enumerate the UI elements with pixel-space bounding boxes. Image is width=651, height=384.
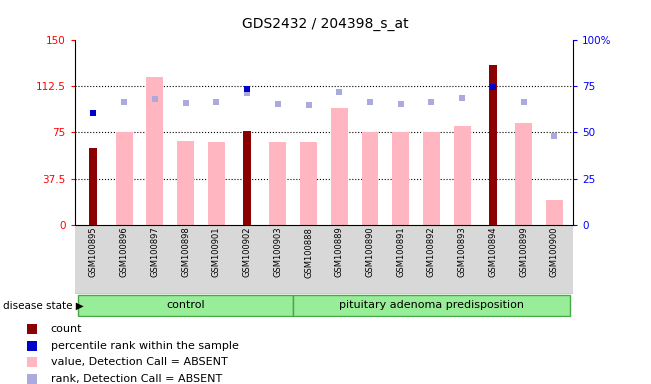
Text: control: control: [166, 300, 205, 310]
Text: GSM100902: GSM100902: [243, 227, 251, 277]
Text: rank, Detection Call = ABSENT: rank, Detection Call = ABSENT: [51, 374, 222, 384]
Bar: [331, 108, 348, 225]
Bar: [177, 141, 194, 225]
Text: GSM100896: GSM100896: [120, 227, 128, 278]
Bar: [78, 295, 293, 316]
Bar: [423, 132, 440, 225]
Bar: [293, 295, 570, 316]
Bar: [515, 122, 532, 225]
Text: GSM100894: GSM100894: [488, 227, 497, 277]
Text: count: count: [51, 324, 82, 334]
Bar: [243, 131, 251, 225]
Text: GSM100898: GSM100898: [181, 227, 190, 278]
Text: GSM100892: GSM100892: [427, 227, 436, 277]
Text: pituitary adenoma predisposition: pituitary adenoma predisposition: [339, 300, 524, 310]
Bar: [208, 142, 225, 225]
Bar: [300, 142, 317, 225]
Bar: [270, 142, 286, 225]
Bar: [146, 77, 163, 225]
Text: GSM100891: GSM100891: [396, 227, 405, 277]
Bar: [361, 132, 378, 225]
Text: GSM100897: GSM100897: [150, 227, 159, 278]
Text: value, Detection Call = ABSENT: value, Detection Call = ABSENT: [51, 358, 227, 367]
Text: GSM100890: GSM100890: [365, 227, 374, 277]
Bar: [116, 132, 133, 225]
Text: GSM100901: GSM100901: [212, 227, 221, 277]
Text: GSM100888: GSM100888: [304, 227, 313, 278]
Bar: [546, 200, 563, 225]
Text: GSM100900: GSM100900: [550, 227, 559, 277]
Text: GSM100899: GSM100899: [519, 227, 528, 277]
Text: disease state ▶: disease state ▶: [3, 300, 84, 310]
Text: GSM100903: GSM100903: [273, 227, 283, 277]
Bar: [454, 126, 471, 225]
Bar: [393, 132, 409, 225]
Text: GSM100893: GSM100893: [458, 227, 467, 278]
Text: GSM100895: GSM100895: [89, 227, 98, 277]
Bar: [89, 149, 97, 225]
Text: GDS2432 / 204398_s_at: GDS2432 / 204398_s_at: [242, 17, 409, 31]
Text: percentile rank within the sample: percentile rank within the sample: [51, 341, 238, 351]
Bar: [489, 65, 497, 225]
Text: GSM100889: GSM100889: [335, 227, 344, 278]
